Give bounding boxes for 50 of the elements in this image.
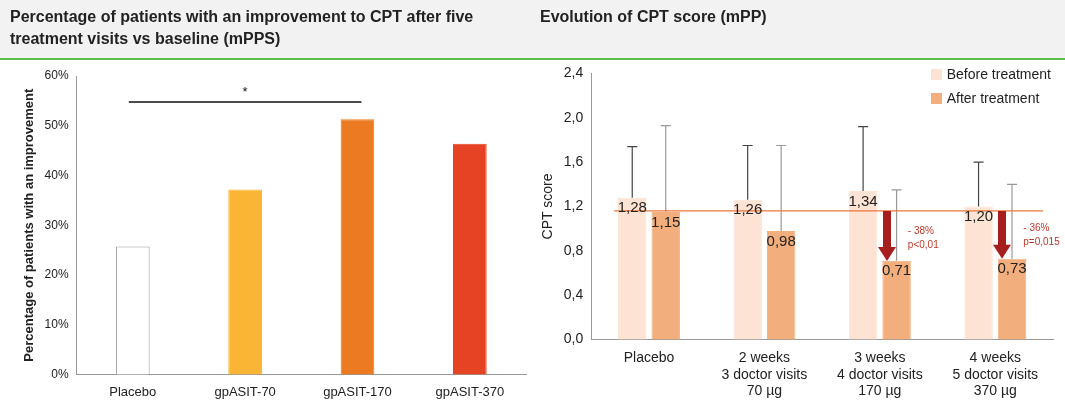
bar	[848, 190, 878, 340]
annotation: - 36% p=0,015	[1023, 221, 1061, 247]
bar	[964, 206, 993, 340]
legend-label: Before treatment	[946, 66, 1051, 82]
x-tick-label: gpASIT-370	[435, 383, 505, 399]
bar	[340, 119, 375, 375]
bar	[733, 199, 762, 340]
data-label: 1,26	[733, 200, 763, 218]
legend-label: After treatment	[946, 90, 1040, 106]
y-tick-label: 20%	[44, 267, 69, 282]
x-tick-label: gpASIT-170	[323, 383, 392, 399]
y-tick-label: 0,4	[563, 286, 584, 303]
y-tick-label: 1,2	[563, 197, 584, 214]
bar	[766, 230, 796, 340]
data-label: 0,98	[766, 231, 796, 249]
x-tick-label: gpASIT-70	[214, 383, 276, 399]
y-tick-label: 1,6	[563, 152, 584, 169]
data-label: 1,20	[963, 207, 994, 225]
data-label: 1,28	[617, 198, 647, 216]
y-axis-title: CPT score	[539, 173, 556, 240]
x-tick-label: 4 weeks 5 doctor visits 370 µg	[952, 348, 1039, 399]
x-tick-label: 3 weeks 4 doctor visits 170 µg	[837, 348, 923, 399]
data-label: 0,71	[881, 261, 912, 279]
y-tick-label: 50%	[44, 118, 69, 133]
bar	[651, 212, 680, 340]
y-axis-title: Percentage of patients with an improvement	[21, 88, 37, 362]
bar	[882, 260, 911, 340]
y-tick-label: 0%	[51, 366, 69, 381]
data-label: 1,34	[848, 191, 878, 209]
x-tick-label: 2 weeks 3 doctor visits 70 µg	[721, 348, 808, 399]
bar	[618, 197, 647, 340]
bar	[452, 143, 487, 375]
y-tick-label: 60%	[44, 68, 69, 83]
x-tick-label: Placebo	[623, 348, 675, 365]
x-tick-label: Placebo	[109, 383, 157, 399]
y-tick-label: 40%	[44, 167, 69, 182]
data-label: 1,15	[651, 212, 681, 230]
chart-title: Percentage of patients with an improvement to CPT after five treatment visits vs baseline (mPPS)	[0, 0, 530, 60]
y-tick-label: 0,0	[563, 330, 584, 347]
data-label: 0,73	[997, 259, 1027, 277]
bar	[228, 189, 262, 375]
y-tick-label: 30%	[44, 217, 69, 232]
y-tick-label: 2,4	[563, 64, 584, 81]
y-tick-label: 0,8	[563, 241, 584, 258]
y-tick-label: 2,0	[563, 108, 584, 125]
bar	[997, 258, 1027, 340]
y-tick-label: 10%	[44, 316, 69, 331]
annotation: - 38% p<0,01	[907, 225, 940, 251]
chart-title: Evolution of CPT score (mPP)	[530, 0, 1065, 60]
annotation: *	[242, 84, 248, 99]
